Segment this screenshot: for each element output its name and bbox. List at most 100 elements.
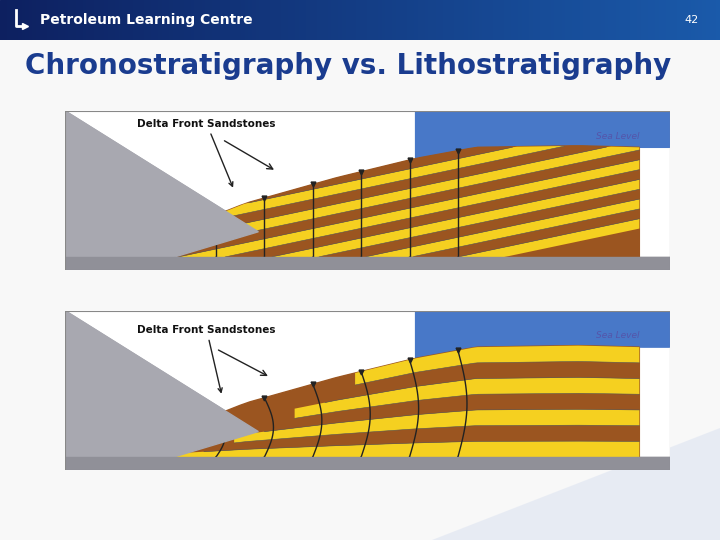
Bar bbox=[691, 0, 695, 40]
Bar bbox=[328, 0, 331, 40]
Bar bbox=[151, 0, 155, 40]
Bar bbox=[706, 0, 709, 40]
Polygon shape bbox=[355, 346, 639, 385]
Bar bbox=[439, 0, 443, 40]
Polygon shape bbox=[65, 257, 670, 270]
Text: Delta Front Sandstones: Delta Front Sandstones bbox=[138, 325, 276, 392]
Bar bbox=[112, 0, 115, 40]
Bar bbox=[216, 0, 220, 40]
Text: Petroleum Learning Centre: Petroleum Learning Centre bbox=[40, 13, 252, 27]
Bar bbox=[155, 0, 158, 40]
Bar bbox=[130, 0, 133, 40]
Bar bbox=[266, 0, 270, 40]
Bar bbox=[306, 0, 310, 40]
Bar bbox=[547, 0, 551, 40]
Bar bbox=[29, 0, 32, 40]
Bar bbox=[220, 0, 223, 40]
Bar bbox=[619, 0, 623, 40]
Bar bbox=[119, 0, 122, 40]
Bar bbox=[652, 0, 655, 40]
Bar bbox=[396, 0, 400, 40]
Bar bbox=[382, 0, 385, 40]
Bar bbox=[277, 0, 281, 40]
Bar bbox=[450, 0, 454, 40]
Text: Chronostratigraphy vs. Lithostratigraphy: Chronostratigraphy vs. Lithostratigraphy bbox=[25, 52, 672, 80]
Bar bbox=[40, 0, 43, 40]
Bar bbox=[446, 0, 450, 40]
Bar bbox=[7, 0, 11, 40]
Bar bbox=[108, 0, 112, 40]
Bar bbox=[554, 0, 558, 40]
Polygon shape bbox=[65, 457, 670, 470]
Bar bbox=[302, 0, 306, 40]
Polygon shape bbox=[432, 428, 720, 540]
Bar bbox=[662, 0, 666, 40]
Bar bbox=[295, 0, 299, 40]
Bar bbox=[97, 0, 101, 40]
Bar bbox=[511, 0, 515, 40]
Bar bbox=[58, 0, 61, 40]
Bar bbox=[576, 0, 580, 40]
Bar bbox=[367, 0, 371, 40]
Polygon shape bbox=[65, 457, 670, 470]
Bar bbox=[598, 0, 601, 40]
Bar bbox=[72, 0, 76, 40]
Bar bbox=[18, 0, 22, 40]
Bar bbox=[360, 0, 364, 40]
Bar bbox=[403, 0, 407, 40]
Bar bbox=[648, 0, 652, 40]
Polygon shape bbox=[65, 257, 670, 270]
Bar bbox=[580, 0, 583, 40]
Bar bbox=[709, 0, 713, 40]
Polygon shape bbox=[264, 393, 639, 431]
Bar bbox=[270, 0, 274, 40]
Bar bbox=[504, 0, 508, 40]
Bar bbox=[349, 0, 353, 40]
Bar bbox=[94, 0, 97, 40]
Bar bbox=[324, 0, 328, 40]
Bar bbox=[468, 0, 472, 40]
Bar bbox=[238, 0, 241, 40]
Bar bbox=[644, 0, 648, 40]
Bar bbox=[497, 0, 500, 40]
Bar bbox=[83, 0, 86, 40]
Polygon shape bbox=[234, 409, 639, 443]
Bar bbox=[590, 0, 594, 40]
Bar bbox=[342, 0, 346, 40]
Bar bbox=[500, 0, 504, 40]
Bar bbox=[666, 0, 670, 40]
Polygon shape bbox=[179, 160, 639, 257]
Bar bbox=[518, 0, 522, 40]
Bar bbox=[421, 0, 425, 40]
Bar bbox=[716, 0, 720, 40]
Bar bbox=[90, 0, 94, 40]
Bar bbox=[612, 0, 616, 40]
Bar bbox=[133, 0, 137, 40]
Bar bbox=[148, 0, 151, 40]
Bar bbox=[702, 0, 706, 40]
Bar bbox=[407, 0, 410, 40]
Bar bbox=[158, 0, 162, 40]
Bar bbox=[313, 0, 317, 40]
Bar bbox=[529, 0, 533, 40]
Bar bbox=[655, 0, 659, 40]
Bar bbox=[436, 0, 439, 40]
Bar bbox=[540, 0, 544, 40]
Bar bbox=[475, 0, 479, 40]
Bar bbox=[335, 0, 338, 40]
Polygon shape bbox=[461, 219, 639, 257]
Bar bbox=[486, 0, 490, 40]
Bar bbox=[292, 0, 295, 40]
Bar bbox=[173, 0, 176, 40]
Polygon shape bbox=[65, 111, 258, 257]
Bar bbox=[533, 0, 536, 40]
Bar bbox=[378, 0, 382, 40]
Polygon shape bbox=[225, 170, 639, 257]
Bar bbox=[493, 0, 497, 40]
Bar bbox=[400, 0, 403, 40]
Polygon shape bbox=[65, 310, 258, 457]
Bar bbox=[562, 0, 565, 40]
Bar bbox=[209, 0, 212, 40]
Bar bbox=[241, 0, 245, 40]
Bar bbox=[14, 0, 18, 40]
